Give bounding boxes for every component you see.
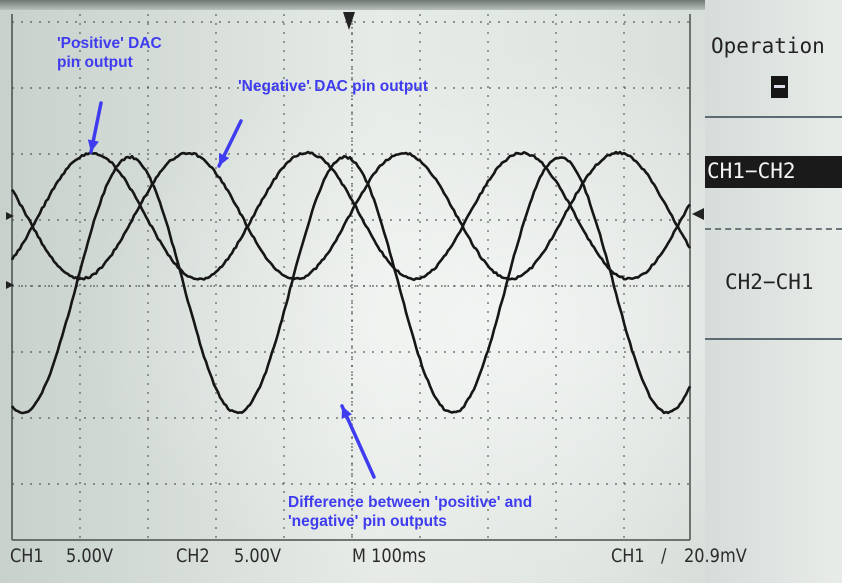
trigger-position-marker-icon [343, 12, 355, 30]
trigger-source: CH1 [611, 545, 645, 567]
menu-option-label: CH1−CH2 [707, 159, 796, 183]
ch1-scale: 5.00V [66, 545, 113, 567]
menu-divider [705, 338, 842, 340]
ch1-label: CH1 [10, 545, 44, 567]
waveform-traces [12, 152, 690, 413]
ch2-scale: 5.00V [234, 545, 281, 567]
difference-trace [12, 156, 690, 413]
positive-annotation-line-2: pin output [57, 53, 162, 72]
positive-arrow-head [88, 139, 99, 152]
trigger-slope-icon: ∕ [661, 545, 666, 567]
menu-divider [705, 228, 842, 230]
trigger-level-marker-icon [692, 208, 704, 220]
positive-annotation: 'Positive' DAC pin output [57, 34, 162, 72]
timebase-readout: M 100ms [352, 545, 426, 567]
menu-option-ch1-minus-ch2[interactable]: CH1−CH2 [705, 156, 842, 188]
difference-annotation-line-1: Difference between 'positive' and [288, 493, 532, 512]
menu-title: Operation [711, 34, 825, 58]
minus-glyph [774, 85, 785, 88]
difference-annotation: Difference between 'positive' and 'negat… [288, 493, 532, 531]
positive-annotation-line-1: 'Positive' DAC [57, 34, 162, 53]
operation-value-box [771, 76, 788, 98]
ch2-label: CH2 [176, 545, 210, 567]
menu-divider [705, 116, 842, 118]
trigger-level: 20.9mV [684, 545, 747, 567]
menu-option-ch2-minus-ch1[interactable]: CH2−CH1 [725, 270, 814, 294]
difference-annotation-line-2: 'negative' pin outputs [288, 512, 532, 531]
operation-menu-panel: Operation CH1−CH2 CH2−CH1 [705, 0, 842, 583]
negative-annotation: 'Negative' DAC pin output [238, 77, 428, 96]
